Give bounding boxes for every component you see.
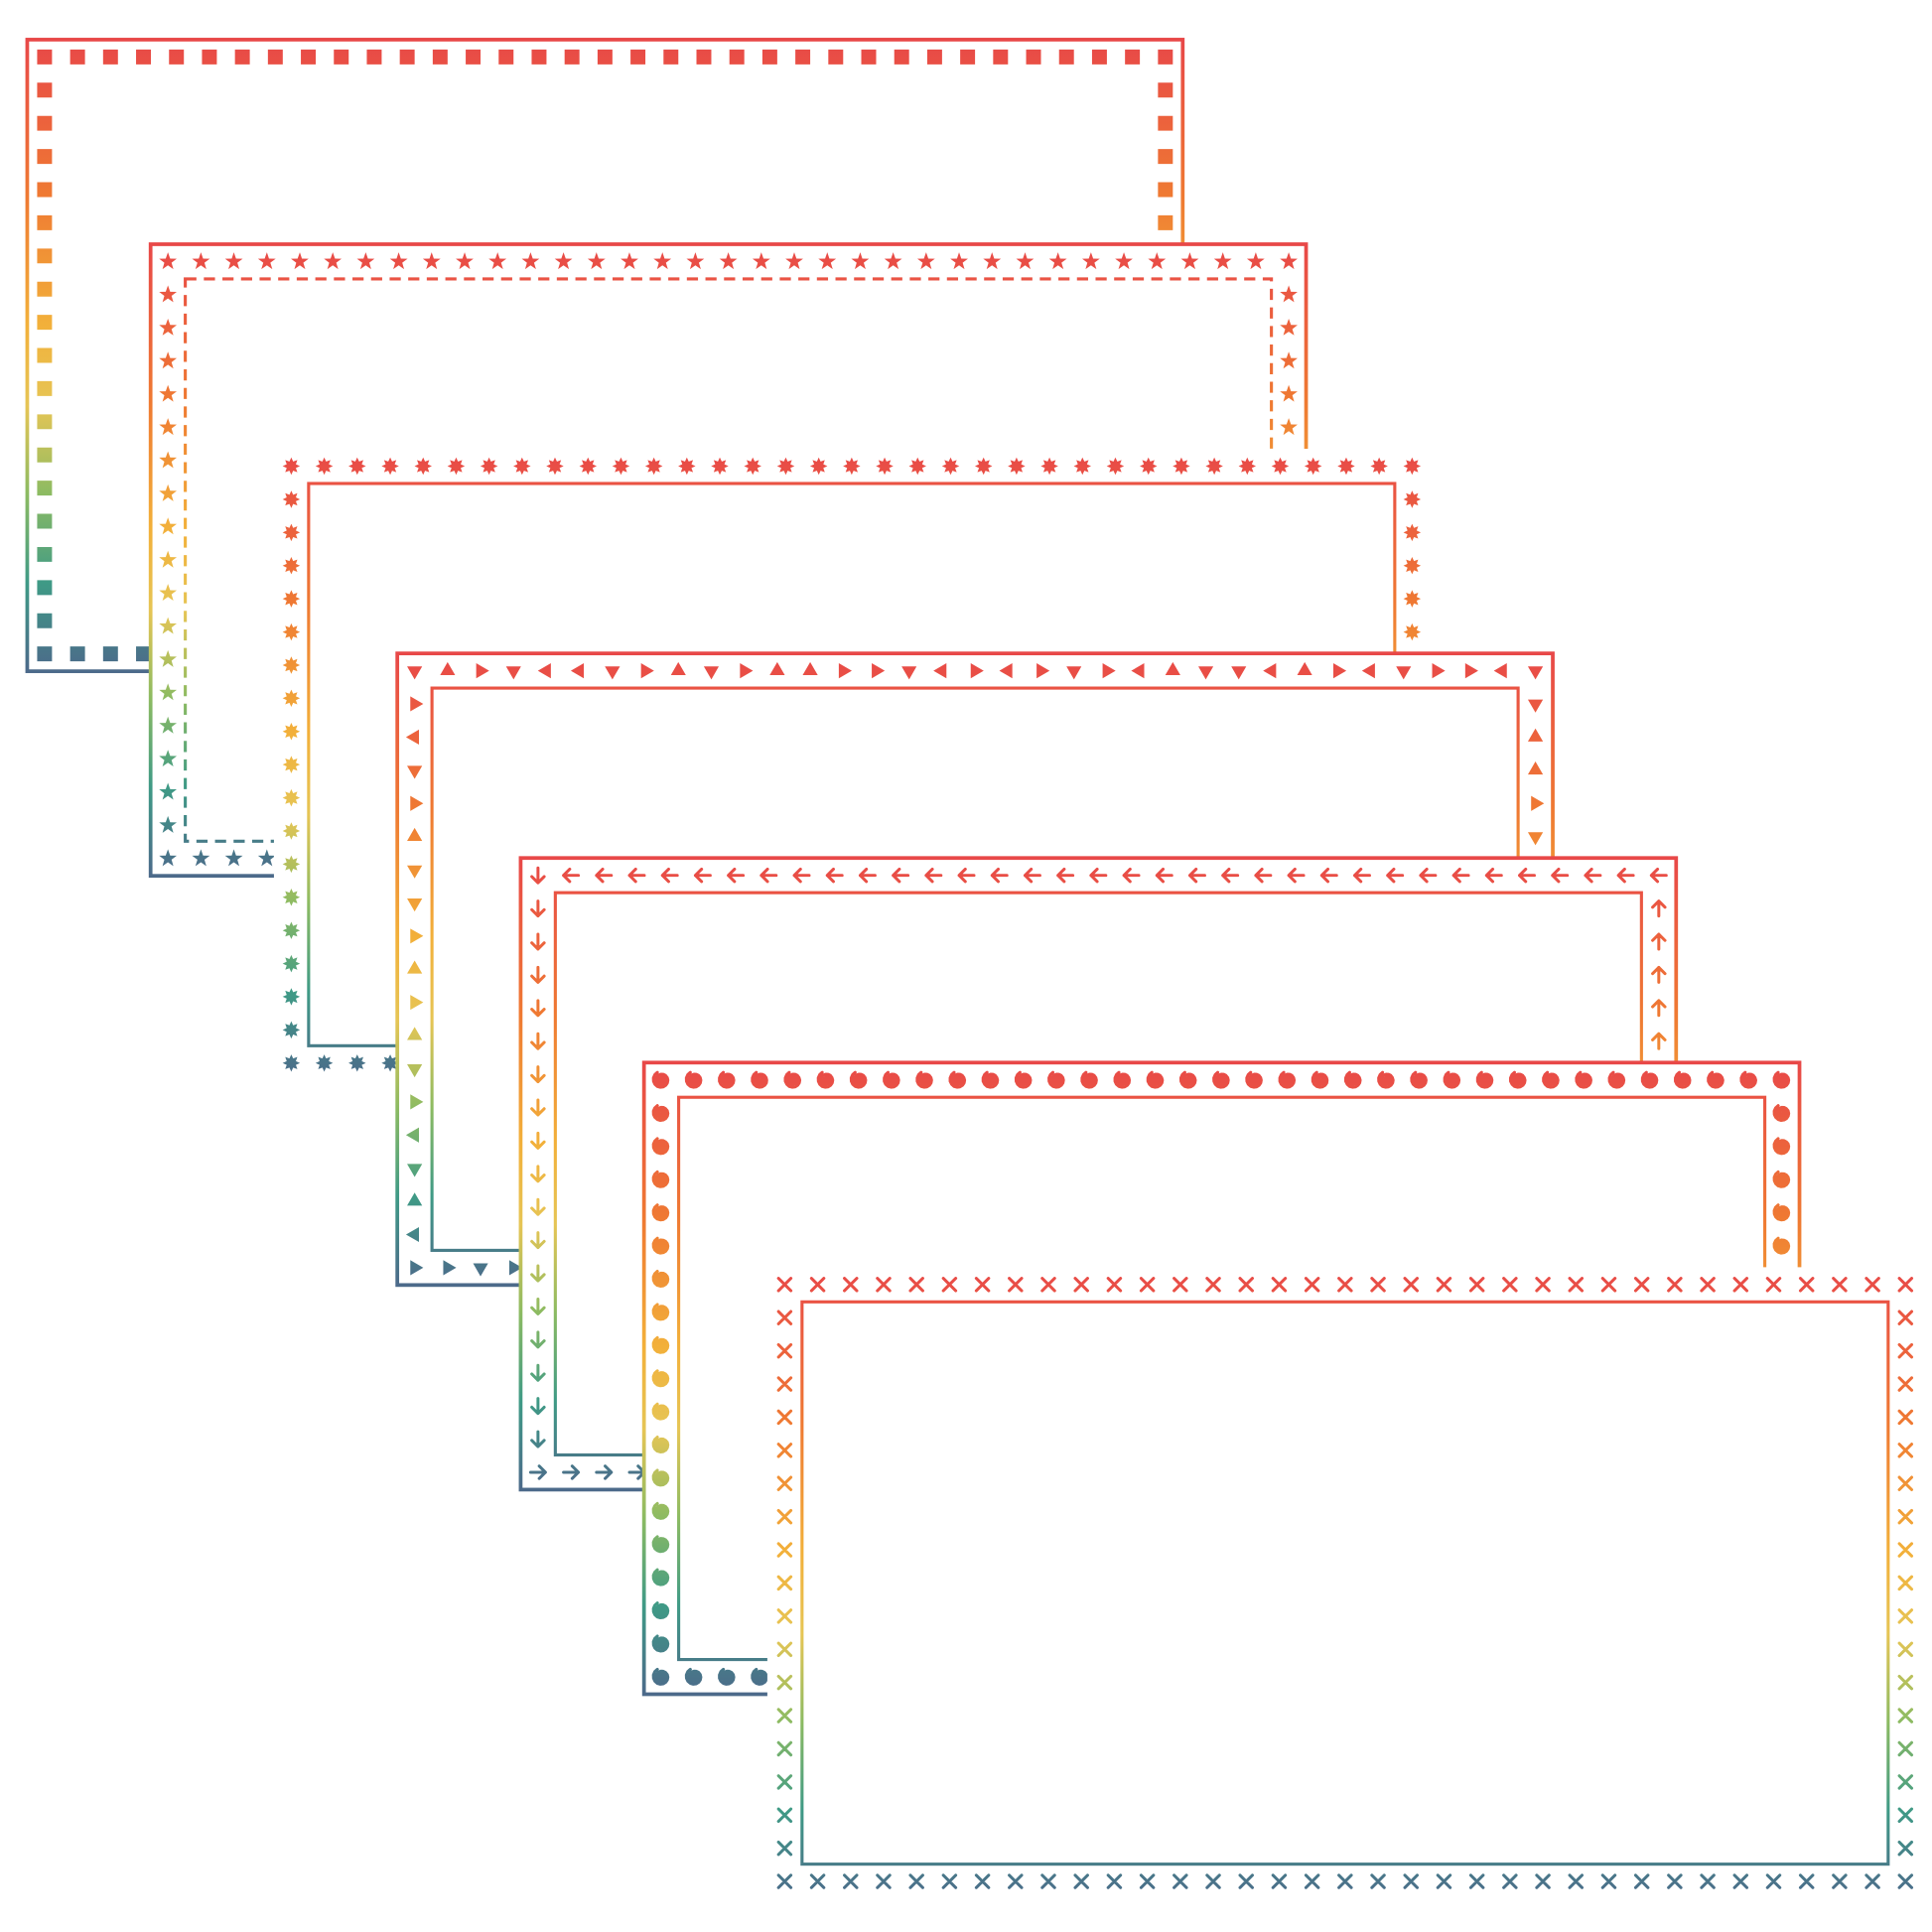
inner-border — [800, 1300, 1890, 1866]
frame-card — [766, 1267, 1923, 1899]
border-motifs — [776, 1277, 1914, 1889]
card-background — [766, 1267, 1923, 1899]
